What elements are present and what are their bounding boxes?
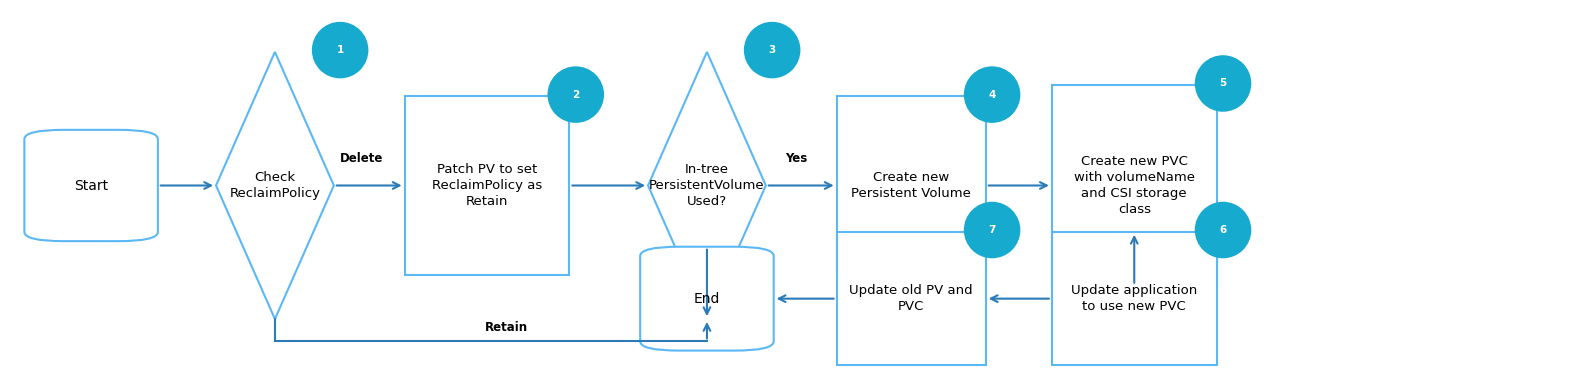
Ellipse shape: [547, 66, 603, 123]
Text: Create new
Persistent Volume: Create new Persistent Volume: [851, 171, 971, 200]
FancyBboxPatch shape: [25, 130, 159, 241]
Ellipse shape: [1194, 202, 1251, 258]
Ellipse shape: [1194, 55, 1251, 112]
Polygon shape: [215, 52, 333, 319]
Text: Yes: Yes: [786, 152, 807, 165]
Text: Create new PVC
with volumeName
and CSI storage
class: Create new PVC with volumeName and CSI s…: [1073, 155, 1196, 216]
Ellipse shape: [743, 22, 800, 78]
Text: In-tree
PersistentVolume
Used?: In-tree PersistentVolume Used?: [649, 163, 765, 208]
Text: 7: 7: [988, 225, 996, 235]
Ellipse shape: [963, 66, 1020, 123]
Polygon shape: [647, 52, 765, 319]
Ellipse shape: [311, 22, 368, 78]
Text: Check
ReclaimPolicy: Check ReclaimPolicy: [229, 171, 320, 200]
Text: Patch PV to set
ReclaimPolicy as
Retain: Patch PV to set ReclaimPolicy as Retain: [432, 163, 542, 208]
Bar: [836, 232, 987, 365]
Bar: [836, 96, 987, 275]
Bar: [1053, 85, 1216, 286]
Text: Retain: Retain: [485, 321, 528, 334]
Text: Delete: Delete: [339, 152, 383, 165]
Text: 6: 6: [1219, 225, 1227, 235]
Text: 1: 1: [336, 45, 344, 55]
Text: 4: 4: [988, 90, 996, 99]
Ellipse shape: [963, 202, 1020, 258]
Text: Start: Start: [74, 178, 108, 193]
Bar: [405, 96, 569, 275]
Text: Update old PV and
PVC: Update old PV and PVC: [850, 284, 972, 313]
Text: 5: 5: [1219, 79, 1227, 88]
Text: End: End: [694, 292, 720, 306]
Text: Update application
to use new PVC: Update application to use new PVC: [1071, 284, 1197, 313]
FancyBboxPatch shape: [641, 247, 773, 351]
Text: 2: 2: [572, 90, 580, 99]
Bar: [1053, 232, 1216, 365]
Text: 3: 3: [768, 45, 776, 55]
